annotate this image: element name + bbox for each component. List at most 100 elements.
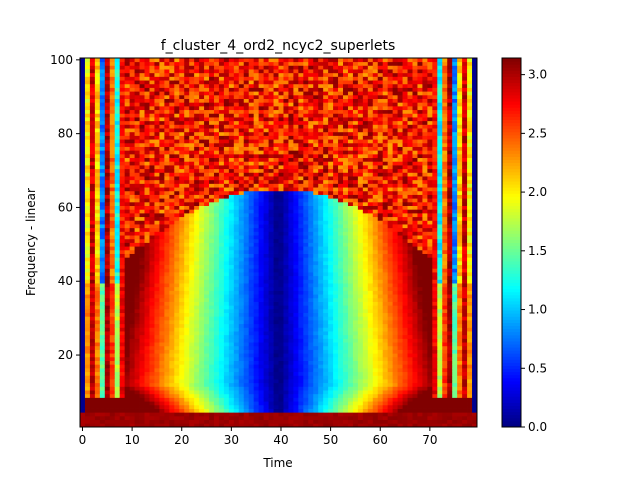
heatmap-cell bbox=[139, 146, 145, 151]
heatmap-cell bbox=[209, 139, 215, 144]
heatmap-cell bbox=[149, 268, 155, 273]
heatmap-cell bbox=[174, 179, 180, 184]
heatmap-cell bbox=[238, 312, 245, 317]
heatmap-cell bbox=[228, 275, 235, 280]
heatmap-cell bbox=[223, 286, 230, 291]
heatmap-cell bbox=[283, 423, 289, 428]
heatmap-cell bbox=[149, 238, 155, 243]
heatmap-cell bbox=[144, 183, 150, 188]
heatmap-cell bbox=[313, 80, 319, 85]
heatmap-cell bbox=[99, 146, 106, 151]
heatmap-cell bbox=[223, 176, 230, 181]
heatmap-cell bbox=[233, 172, 240, 177]
heatmap-cell bbox=[139, 190, 145, 195]
heatmap-cell bbox=[268, 257, 274, 262]
heatmap-cell bbox=[129, 386, 135, 391]
heatmap-cell bbox=[248, 83, 255, 88]
heatmap-cell bbox=[213, 257, 220, 262]
heatmap-cell bbox=[233, 297, 240, 302]
heatmap-cell bbox=[129, 401, 135, 406]
heatmap-cell bbox=[318, 242, 324, 247]
heatmap-cell bbox=[144, 364, 150, 369]
heatmap-cell bbox=[273, 268, 279, 273]
heatmap-cell bbox=[323, 190, 329, 195]
heatmap-cell bbox=[273, 102, 279, 107]
heatmap-cell bbox=[194, 198, 200, 203]
heatmap-cell bbox=[199, 94, 205, 99]
heatmap-cell bbox=[303, 272, 309, 277]
heatmap-cell bbox=[278, 179, 284, 184]
heatmap-cell bbox=[253, 113, 260, 118]
heatmap-cell bbox=[169, 323, 175, 328]
heatmap-cell bbox=[253, 290, 260, 295]
heatmap-cell bbox=[184, 279, 190, 284]
heatmap-cell bbox=[89, 390, 96, 395]
heatmap-cell bbox=[199, 390, 205, 395]
heatmap-cell bbox=[213, 80, 220, 85]
heatmap-cell bbox=[194, 179, 200, 184]
heatmap-cell bbox=[308, 423, 314, 428]
heatmap-cell bbox=[298, 345, 304, 350]
heatmap-cell bbox=[323, 109, 329, 114]
heatmap-cell bbox=[323, 312, 329, 317]
heatmap-cell bbox=[139, 238, 145, 243]
heatmap-cell bbox=[204, 257, 210, 262]
heatmap-cell bbox=[94, 142, 101, 147]
heatmap-cell bbox=[238, 386, 245, 391]
heatmap-cell bbox=[139, 76, 145, 81]
heatmap-cell bbox=[199, 312, 205, 317]
heatmap-cell bbox=[258, 308, 265, 314]
heatmap-cell bbox=[253, 161, 260, 166]
heatmap-cell bbox=[223, 360, 230, 365]
heatmap-cell bbox=[223, 102, 230, 107]
heatmap-cell bbox=[179, 305, 185, 310]
heatmap-cell bbox=[263, 128, 269, 133]
heatmap-cell bbox=[119, 312, 126, 317]
heatmap-cell bbox=[238, 257, 245, 262]
heatmap-cell bbox=[283, 305, 289, 310]
heatmap-cell bbox=[89, 268, 96, 273]
heatmap-cell bbox=[243, 308, 250, 314]
heatmap-cell bbox=[169, 183, 175, 188]
heatmap-cell bbox=[243, 231, 250, 236]
heatmap-cell bbox=[298, 69, 304, 74]
heatmap-cell bbox=[114, 253, 121, 258]
heatmap-cell bbox=[253, 216, 260, 221]
heatmap-cell bbox=[258, 201, 265, 206]
heatmap-cell bbox=[268, 386, 274, 391]
heatmap-cell bbox=[218, 65, 225, 70]
heatmap-cell bbox=[283, 201, 289, 206]
heatmap-cell bbox=[189, 131, 195, 136]
heatmap-cell bbox=[174, 242, 180, 247]
heatmap-cell bbox=[273, 61, 279, 66]
heatmap-cell bbox=[218, 113, 225, 118]
heatmap-cell bbox=[174, 386, 180, 391]
heatmap-cell bbox=[149, 87, 155, 92]
heatmap-cell bbox=[248, 72, 255, 77]
heatmap-cell bbox=[194, 172, 200, 177]
heatmap-cell bbox=[213, 142, 220, 147]
heatmap-cell bbox=[159, 201, 165, 206]
heatmap-cell bbox=[318, 102, 324, 107]
heatmap-cell bbox=[174, 342, 180, 347]
heatmap-cell bbox=[258, 65, 265, 70]
heatmap-cell bbox=[248, 253, 255, 258]
heatmap-cell bbox=[258, 94, 265, 99]
heatmap-cell bbox=[233, 83, 240, 88]
heatmap-cell bbox=[288, 109, 294, 114]
heatmap-cell bbox=[204, 135, 210, 140]
heatmap-cell bbox=[179, 216, 185, 221]
heatmap-cell bbox=[308, 393, 314, 398]
heatmap-cell bbox=[238, 165, 245, 170]
heatmap-cell bbox=[139, 198, 145, 203]
heatmap-cell bbox=[144, 334, 150, 339]
heatmap-cell bbox=[238, 69, 245, 74]
heatmap-cell bbox=[253, 190, 260, 195]
heatmap-cell bbox=[194, 224, 200, 229]
heatmap-cell bbox=[298, 294, 304, 299]
heatmap-cell bbox=[149, 242, 155, 247]
heatmap-cell bbox=[179, 419, 185, 424]
heatmap-cell bbox=[258, 334, 265, 339]
heatmap-cell bbox=[84, 294, 91, 299]
heatmap-cell bbox=[248, 146, 255, 151]
